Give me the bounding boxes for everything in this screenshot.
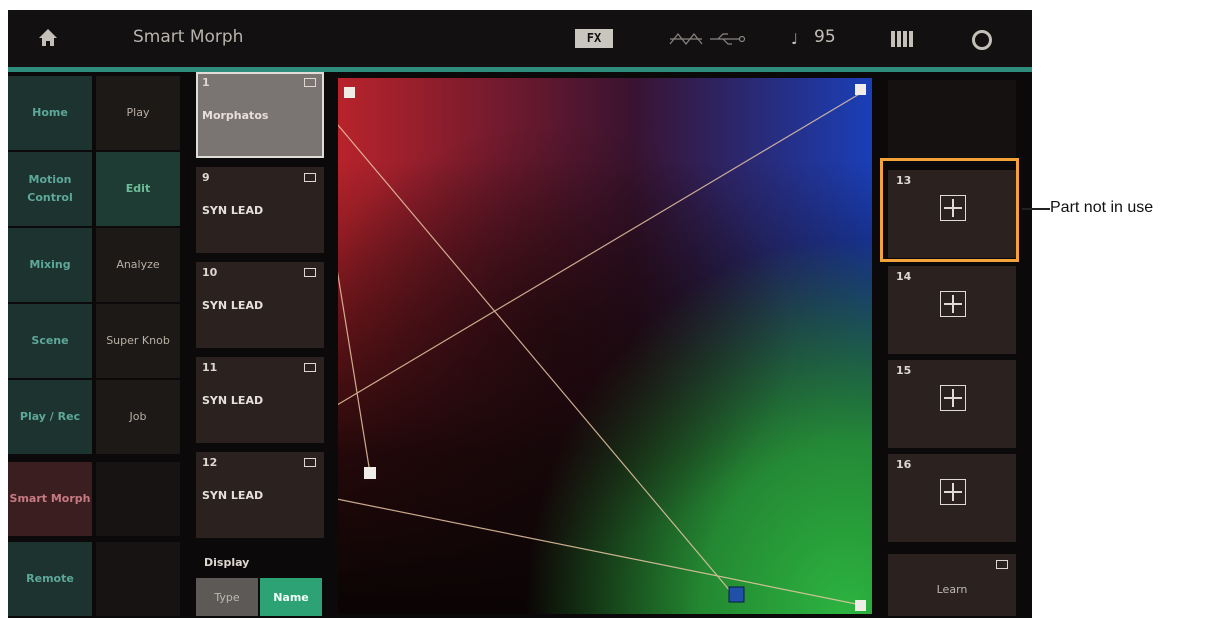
usb-midi-icon (669, 33, 746, 45)
add-part-icon[interactable] (940, 385, 966, 411)
morph-point-top-right (855, 84, 866, 95)
link-line (338, 271, 371, 474)
menu-motion-control[interactable]: Motion Control (8, 152, 92, 226)
submenu-empty (96, 542, 180, 616)
morph-point-1 (344, 87, 355, 98)
part-slot-13[interactable]: 13 (888, 170, 1016, 258)
morph-map-overlay (338, 84, 867, 611)
smart-morph-screen: Smart Morph FX ♩ 95 Home Motion Control … (8, 10, 1032, 618)
part-number: 1 (202, 76, 210, 89)
learn-status-icon (996, 560, 1008, 569)
tempo-value[interactable]: 95 (814, 27, 836, 47)
submenu-job[interactable]: Job (96, 380, 180, 454)
part-status-icon (304, 363, 316, 372)
part-number: 10 (202, 266, 218, 279)
quarter-note-icon: ♩ (791, 30, 799, 48)
add-part-icon[interactable] (940, 479, 966, 505)
morph-cursor (728, 586, 745, 603)
quick-setup-icon[interactable] (891, 31, 913, 47)
part-status-icon (304, 268, 316, 277)
part-slot-10[interactable]: 10 SYN LEAD (196, 262, 324, 348)
callout-label: Part not in use (1050, 199, 1154, 216)
submenu-empty (96, 462, 180, 536)
link-line (338, 124, 737, 599)
part-status-icon (304, 458, 316, 467)
home-icon[interactable] (38, 27, 58, 47)
part-name: Morphatos (202, 109, 269, 122)
part-name: SYN LEAD (202, 204, 264, 217)
part-slot-15[interactable]: 15 (888, 360, 1016, 448)
part-number: 13 (896, 174, 912, 187)
part-number: 11 (202, 361, 218, 374)
callout-highlight-box (880, 158, 1019, 262)
morph-point-middle (364, 467, 376, 479)
utility-icon[interactable] (972, 30, 992, 50)
link-line (338, 89, 867, 406)
part-number: 12 (202, 456, 218, 469)
learn-label: Learn (936, 582, 968, 596)
fx-badge[interactable]: FX (575, 29, 613, 48)
display-type-button[interactable]: Type (196, 578, 258, 616)
menu-mixing[interactable]: Mixing (8, 228, 92, 302)
callout-leader-line (1022, 208, 1050, 210)
add-part-icon[interactable] (940, 195, 966, 221)
screen-title: Smart Morph (133, 27, 244, 47)
part-number: 14 (896, 270, 912, 283)
part-slot-16[interactable]: 16 (888, 454, 1016, 542)
part-number: 9 (202, 171, 210, 184)
part-status-icon (304, 78, 316, 87)
part-slot-11[interactable]: 11 SYN LEAD (196, 357, 324, 443)
menu-play-rec[interactable]: Play / Rec (8, 380, 92, 454)
top-bar: Smart Morph FX ♩ 95 (8, 10, 1032, 72)
menu-home[interactable]: Home (8, 76, 92, 150)
part-name: SYN LEAD (202, 489, 264, 502)
right-empty-area (888, 80, 1016, 160)
link-line (338, 498, 867, 607)
menu-smart-morph[interactable]: Smart Morph (8, 462, 92, 536)
menu-scene[interactable]: Scene (8, 304, 92, 378)
part-slot-1[interactable]: 1 Morphatos (196, 72, 324, 158)
top-accent-line (8, 67, 1032, 72)
part-name: SYN LEAD (202, 299, 264, 312)
learn-button[interactable]: Learn (888, 554, 1016, 616)
part-slot-14[interactable]: 14 (888, 266, 1016, 354)
morph-map[interactable] (338, 78, 872, 614)
submenu-play[interactable]: Play (96, 76, 180, 150)
part-status-icon (304, 173, 316, 182)
part-slot-9[interactable]: 9 SYN LEAD (196, 167, 324, 253)
submenu-edit[interactable]: Edit (96, 152, 180, 226)
submenu-analyze[interactable]: Analyze (96, 228, 180, 302)
submenu-super-knob[interactable]: Super Knob (96, 304, 180, 378)
part-name: SYN LEAD (202, 394, 264, 407)
menu-remote[interactable]: Remote (8, 542, 92, 616)
part-number: 15 (896, 364, 912, 377)
add-part-icon[interactable] (940, 291, 966, 317)
part-number: 16 (896, 458, 912, 471)
display-label: Display (204, 556, 250, 569)
part-slot-12[interactable]: 12 SYN LEAD (196, 452, 324, 538)
display-name-button[interactable]: Name (260, 578, 322, 616)
morph-point-bottom-right (855, 600, 866, 611)
